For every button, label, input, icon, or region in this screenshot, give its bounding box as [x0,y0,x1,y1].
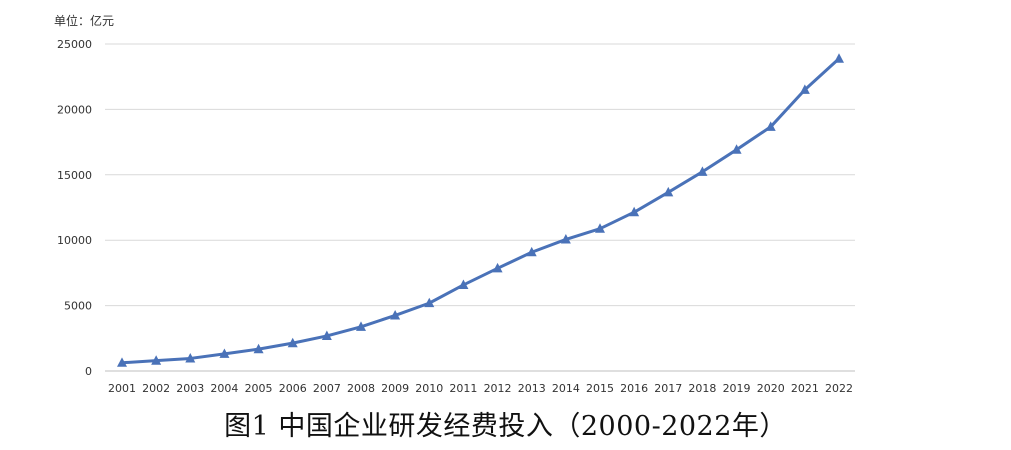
x-tick-label: 2005 [245,382,273,395]
x-tick-label: 2020 [757,382,785,395]
y-tick-label: 25000 [57,38,92,51]
data-point-marker [185,353,196,363]
x-tick-label: 2009 [381,382,409,395]
x-tick-label: 2017 [654,382,682,395]
y-tick-label: 5000 [64,300,92,313]
x-tick-label: 2013 [518,382,546,395]
y-tick-label: 15000 [57,169,92,182]
data-point-marker [151,355,162,365]
y-axis-ticks: 0 5000 10000 15000 20000 25000 [57,38,92,378]
series-line [120,57,841,365]
x-tick-label: 2018 [688,382,716,395]
x-tick-label: 2010 [415,382,443,395]
data-point-marker [799,84,810,94]
y-tick-label: 10000 [57,234,92,247]
y-tick-label: 20000 [57,103,92,116]
data-point-marker [560,234,571,244]
data-point-marker [321,330,332,340]
data-point-marker [526,246,537,257]
x-tick-label: 2012 [484,382,512,395]
x-tick-label: 2019 [723,382,751,395]
y-tick-label: 0 [85,365,92,378]
data-point-marker [458,279,469,289]
x-tick-label: 2015 [586,382,614,395]
x-tick-label: 2004 [210,382,238,395]
x-axis-ticks: 2001 2002 2003 2004 2005 2006 2007 2008 2009 2010… [108,382,853,395]
x-tick-label: 2014 [552,382,580,395]
gridlines [105,43,855,372]
unit-label: 单位：亿元 [54,14,115,28]
x-tick-label: 2021 [791,382,819,395]
x-tick-label: 2011 [449,382,477,395]
x-tick-label: 2007 [313,382,341,395]
data-point-marker [697,166,708,176]
x-tick-label: 2016 [620,382,648,395]
x-tick-label: 2022 [825,382,853,395]
data-point-marker [731,144,742,154]
x-tick-label: 2002 [142,382,170,395]
data-point-marker [219,348,230,358]
data-point-marker [834,53,844,63]
data-point-marker [629,206,640,217]
data-point-marker [356,321,366,331]
x-tick-label: 2006 [279,382,307,395]
data-point-marker [424,297,435,308]
data-point-marker [492,262,503,273]
figure-caption: 图1 中国企业研发经费投入（2000-2022年） [224,411,787,442]
x-tick-label: 2003 [176,382,204,395]
data-point-marker [390,310,401,320]
x-tick-label: 2001 [108,382,136,395]
series-layer [117,53,844,367]
data-point-marker [287,337,298,348]
x-tick-label: 2008 [347,382,375,395]
data-point-marker [765,121,776,131]
data-point-marker [253,343,264,354]
data-point-marker [117,357,127,367]
data-point-marker [663,186,674,197]
data-point-marker [595,223,605,233]
